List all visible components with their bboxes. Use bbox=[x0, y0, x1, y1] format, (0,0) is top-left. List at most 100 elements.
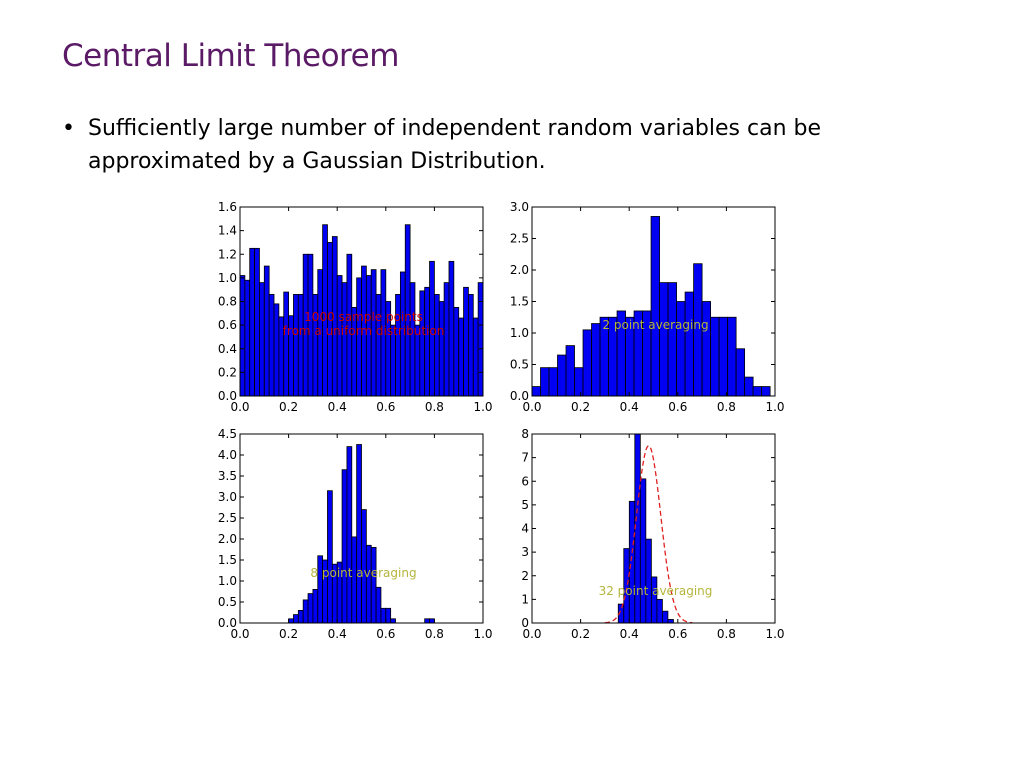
histogram-bar bbox=[548, 367, 558, 397]
y-tick-label: 3 bbox=[521, 545, 529, 559]
histogram-bar bbox=[661, 610, 669, 624]
x-tick-label: 0.6 bbox=[668, 627, 687, 641]
x-tick-label: 0.8 bbox=[425, 400, 444, 414]
histogram-bar bbox=[239, 275, 246, 397]
chart-annotation: from a uniform distribution bbox=[283, 324, 445, 338]
bullet-dot: • bbox=[62, 116, 75, 141]
histogram-panel: 0.0 0.2 0.4 0.6 0.8 1.0 0 1 2 3 4 5 6 7 8 32 point aver… bbox=[521, 427, 784, 641]
y-tick-label: 1.5 bbox=[218, 553, 237, 567]
x-tick-label: 1.0 bbox=[473, 400, 492, 414]
chart-annotation: 8 point averaging bbox=[310, 566, 416, 580]
histogram-bar bbox=[676, 301, 686, 397]
y-tick-label: 0.8 bbox=[218, 295, 237, 309]
histogram-bar bbox=[744, 376, 754, 397]
x-tick-label: 0.0 bbox=[522, 400, 541, 414]
histogram-bar bbox=[656, 598, 663, 624]
y-tick-label: 7 bbox=[521, 451, 529, 465]
y-tick-label: 1.0 bbox=[218, 574, 237, 588]
histogram-bar bbox=[591, 323, 601, 397]
y-tick-label: 0.5 bbox=[510, 358, 529, 372]
x-tick-label: 0.0 bbox=[230, 627, 249, 641]
y-tick-label: 0 bbox=[521, 616, 529, 630]
y-tick-label: 4.5 bbox=[218, 427, 237, 441]
y-tick-label: 2 bbox=[521, 569, 529, 583]
histogram-bar bbox=[293, 294, 299, 397]
histogram-bar bbox=[273, 303, 280, 397]
histogram-bar bbox=[448, 260, 455, 397]
histogram-panel: 0.0 0.2 0.4 0.6 0.8 1.0 0.0 0.5 1.0 1.5 2.0 2.5 3.0 3… bbox=[218, 427, 493, 641]
y-tick-label: 3.0 bbox=[510, 200, 529, 214]
histogram-bar bbox=[302, 599, 309, 624]
histogram-bar bbox=[429, 618, 435, 624]
histogram-bar bbox=[268, 294, 275, 397]
histogram-bar bbox=[540, 367, 550, 397]
histogram-bar bbox=[288, 618, 294, 624]
y-tick-label: 1.4 bbox=[218, 224, 237, 238]
y-tick-label: 8 bbox=[521, 427, 529, 441]
y-tick-label: 0.6 bbox=[218, 318, 237, 332]
y-tick-label: 0.2 bbox=[218, 365, 237, 379]
histogram-bar bbox=[370, 547, 377, 624]
histogram-bar bbox=[565, 345, 575, 397]
x-tick-label: 0.0 bbox=[230, 400, 249, 414]
x-tick-label: 0.6 bbox=[376, 627, 395, 641]
histogram-bar bbox=[283, 291, 289, 397]
chart-annotation: 1000 sample points bbox=[304, 310, 423, 324]
y-tick-label: 1.0 bbox=[218, 271, 237, 285]
histogram-bar bbox=[380, 607, 387, 624]
x-tick-label: 1.0 bbox=[473, 627, 492, 641]
y-tick-label: 0.0 bbox=[218, 616, 237, 630]
histogram-panel: 0.0 0.2 0.4 0.6 0.8 1.0 0.0 0.2 0.4 0.6 0.8 1.0 1.2 1… bbox=[218, 200, 493, 414]
histogram-bar bbox=[472, 317, 479, 397]
histogram-bar bbox=[307, 593, 314, 624]
slide-title: Central Limit Theorem bbox=[62, 38, 399, 74]
x-tick-label: 0.6 bbox=[668, 400, 687, 414]
y-tick-label: 2.5 bbox=[218, 511, 237, 525]
x-tick-label: 0.4 bbox=[328, 400, 347, 414]
x-tick-label: 0.4 bbox=[620, 627, 639, 641]
histogram-bar bbox=[710, 316, 720, 397]
x-tick-label: 0.8 bbox=[425, 627, 444, 641]
histogram-bar bbox=[297, 610, 304, 624]
histogram-bar bbox=[244, 279, 251, 397]
histogram-bar bbox=[424, 286, 430, 397]
histogram-bar bbox=[375, 586, 382, 624]
y-tick-label: 0.0 bbox=[218, 389, 237, 403]
histogram-bar bbox=[424, 618, 430, 624]
y-tick-label: 0.0 bbox=[510, 389, 529, 403]
histogram-bar bbox=[458, 317, 464, 397]
y-tick-label: 6 bbox=[521, 474, 529, 488]
histogram-bar bbox=[650, 216, 660, 397]
histogram-bar bbox=[390, 618, 396, 624]
y-tick-label: 3.0 bbox=[218, 490, 237, 504]
y-tick-label: 1.2 bbox=[218, 247, 237, 261]
histogram-bar bbox=[433, 294, 440, 397]
y-tick-label: 2.5 bbox=[510, 232, 529, 246]
chart-annotation: 32 point averaging bbox=[599, 584, 713, 598]
y-tick-label: 1 bbox=[521, 592, 529, 606]
x-tick-label: 0.8 bbox=[717, 400, 736, 414]
bullet-list: • Sufficiently large number of independe… bbox=[62, 112, 922, 178]
bullet-item: • Sufficiently large number of independe… bbox=[62, 112, 922, 178]
histogram-bar bbox=[341, 282, 348, 397]
histogram-bar bbox=[628, 500, 636, 624]
x-tick-label: 0.2 bbox=[571, 627, 590, 641]
histogram-bar bbox=[718, 316, 729, 397]
y-tick-label: 1.6 bbox=[218, 200, 237, 214]
y-tick-label: 5 bbox=[521, 498, 529, 512]
x-tick-label: 0.6 bbox=[376, 400, 395, 414]
histogram-bar bbox=[667, 282, 677, 397]
x-tick-label: 0.2 bbox=[279, 627, 298, 641]
y-tick-label: 4 bbox=[521, 522, 529, 536]
x-tick-label: 1.0 bbox=[765, 627, 784, 641]
histogram-bar bbox=[385, 607, 392, 624]
histogram-bar bbox=[761, 386, 771, 397]
histogram-bar bbox=[659, 282, 669, 397]
histogram-bar bbox=[419, 290, 426, 397]
histogram-bar bbox=[727, 316, 737, 397]
histogram-bar bbox=[463, 286, 469, 397]
histogram-bar bbox=[557, 354, 567, 397]
x-tick-label: 0.2 bbox=[571, 400, 590, 414]
histogram-bar bbox=[477, 282, 484, 397]
x-tick-label: 1.0 bbox=[765, 400, 784, 414]
